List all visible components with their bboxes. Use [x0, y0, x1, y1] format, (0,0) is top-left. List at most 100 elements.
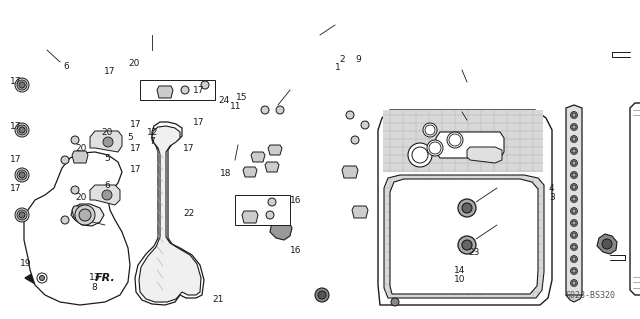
Polygon shape: [390, 179, 538, 294]
Text: 12: 12: [147, 128, 158, 137]
Text: 17: 17: [10, 77, 22, 86]
Circle shape: [570, 207, 577, 214]
Text: 17: 17: [183, 144, 195, 153]
Polygon shape: [383, 110, 543, 172]
Circle shape: [570, 123, 577, 130]
Circle shape: [261, 106, 269, 114]
Text: 20: 20: [75, 193, 86, 202]
Circle shape: [458, 236, 476, 254]
Polygon shape: [24, 152, 130, 305]
Circle shape: [570, 147, 577, 154]
Circle shape: [181, 86, 189, 94]
Text: 2: 2: [340, 55, 345, 63]
Text: 17: 17: [193, 86, 204, 95]
Text: 17: 17: [130, 165, 141, 174]
Polygon shape: [467, 147, 502, 163]
Circle shape: [318, 291, 326, 299]
Circle shape: [103, 137, 113, 147]
Circle shape: [423, 123, 437, 137]
Polygon shape: [139, 126, 201, 302]
Text: 16: 16: [290, 196, 301, 205]
Text: 5: 5: [105, 154, 110, 163]
Circle shape: [572, 173, 576, 177]
Text: 10: 10: [454, 275, 465, 284]
Polygon shape: [342, 166, 358, 178]
Circle shape: [15, 123, 29, 137]
Text: 17: 17: [130, 144, 141, 153]
FancyArrow shape: [25, 271, 60, 285]
Text: 8: 8: [92, 283, 97, 292]
Circle shape: [408, 143, 432, 167]
Polygon shape: [72, 206, 88, 218]
Circle shape: [462, 240, 472, 250]
Circle shape: [602, 239, 612, 249]
Circle shape: [19, 82, 25, 88]
Circle shape: [427, 140, 443, 156]
Circle shape: [572, 113, 576, 117]
Text: 20: 20: [129, 59, 140, 68]
Text: 23: 23: [468, 248, 479, 256]
Circle shape: [570, 112, 577, 118]
Polygon shape: [268, 145, 282, 155]
Circle shape: [17, 125, 27, 135]
Text: 20: 20: [75, 144, 86, 153]
Polygon shape: [72, 151, 88, 163]
Polygon shape: [90, 131, 122, 152]
Circle shape: [79, 209, 91, 221]
Circle shape: [17, 80, 27, 90]
Circle shape: [572, 161, 576, 165]
Polygon shape: [265, 162, 279, 172]
Polygon shape: [597, 234, 617, 254]
Text: 9: 9: [356, 55, 361, 63]
Polygon shape: [352, 206, 368, 218]
Circle shape: [15, 168, 29, 182]
Circle shape: [570, 232, 577, 239]
Circle shape: [346, 111, 354, 119]
Circle shape: [462, 203, 472, 213]
Circle shape: [71, 136, 79, 144]
Text: 5: 5: [127, 133, 132, 142]
Circle shape: [61, 216, 69, 224]
Circle shape: [75, 205, 95, 225]
Text: 7: 7: [150, 137, 155, 146]
Circle shape: [572, 185, 576, 189]
Polygon shape: [135, 122, 204, 305]
Circle shape: [40, 276, 45, 280]
Circle shape: [266, 211, 274, 219]
Text: 19: 19: [20, 259, 31, 268]
Text: 18: 18: [220, 169, 231, 178]
Circle shape: [570, 196, 577, 203]
Circle shape: [572, 281, 576, 285]
Polygon shape: [384, 175, 544, 298]
Polygon shape: [157, 86, 173, 98]
Circle shape: [572, 209, 576, 213]
Circle shape: [570, 160, 577, 167]
Circle shape: [572, 257, 576, 261]
Polygon shape: [242, 211, 258, 223]
Circle shape: [15, 208, 29, 222]
Text: 6: 6: [105, 181, 110, 189]
Circle shape: [71, 186, 79, 194]
Circle shape: [570, 243, 577, 250]
Polygon shape: [140, 80, 215, 100]
Circle shape: [15, 78, 29, 92]
Circle shape: [19, 172, 25, 178]
Circle shape: [268, 198, 276, 206]
Text: 11: 11: [230, 102, 241, 111]
Circle shape: [570, 219, 577, 226]
Circle shape: [315, 288, 329, 302]
Text: 15: 15: [236, 93, 248, 102]
Circle shape: [570, 183, 577, 190]
Circle shape: [570, 136, 577, 143]
Circle shape: [19, 127, 25, 133]
Polygon shape: [71, 204, 104, 226]
Polygon shape: [235, 195, 290, 225]
Text: 17: 17: [193, 118, 204, 127]
Circle shape: [570, 256, 577, 263]
Circle shape: [276, 106, 284, 114]
Polygon shape: [630, 103, 640, 295]
Text: 14: 14: [454, 266, 465, 275]
Circle shape: [572, 245, 576, 249]
Circle shape: [61, 156, 69, 164]
Circle shape: [572, 149, 576, 153]
